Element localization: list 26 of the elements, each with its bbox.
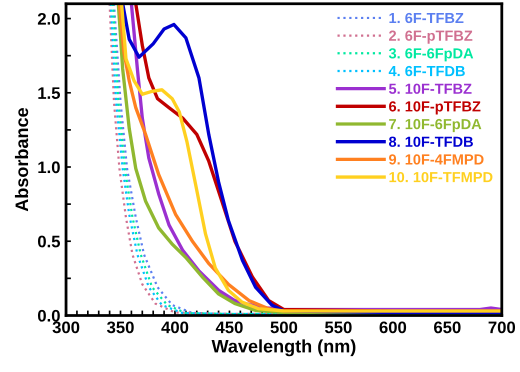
x-tick-label: 300 (52, 321, 80, 334)
x-tick-label: 700 (488, 321, 516, 334)
y-tick-label: 1.0 (38, 161, 60, 174)
x-tick-label: 550 (325, 321, 352, 334)
x-tick-label: 500 (270, 321, 298, 334)
legend-label: 3. 6F-6FpDA (388, 48, 474, 62)
y-tick-label: 0.0 (38, 310, 60, 322)
x-tick-label: 350 (106, 321, 134, 334)
y-tick-label: 0.5 (38, 236, 60, 248)
y-tick-label: 1.5 (38, 87, 60, 99)
legend-label: 2. 6F-pTFBZ (389, 30, 472, 44)
y-tick-label: 2.0 (38, 12, 60, 25)
legend-label: 6. 10F-pTFBZ (389, 101, 480, 114)
legend-label: 9. 10F-4FMPD (389, 154, 484, 165)
y-axis-title: Absorbance (14, 108, 28, 212)
legend-label: 10. 10F-TFMPD (389, 172, 492, 182)
legend-label: 5. 10F-TFBZ (388, 84, 472, 94)
x-axis-title: Wavelength (nm) (212, 339, 356, 356)
x-tick-label: 600 (380, 321, 406, 334)
x-tick-label: 400 (161, 321, 188, 334)
legend-label: 1. 6F-TFBZ (389, 12, 464, 24)
legend-label: 4. 6F-TFDB (388, 66, 465, 76)
x-tick-label: 650 (434, 321, 461, 334)
x-tick-label: 450 (216, 321, 243, 334)
legend-label: 8. 10F-TFDB (388, 136, 473, 147)
legend-label: 7. 10F-6FpDA (389, 118, 482, 132)
